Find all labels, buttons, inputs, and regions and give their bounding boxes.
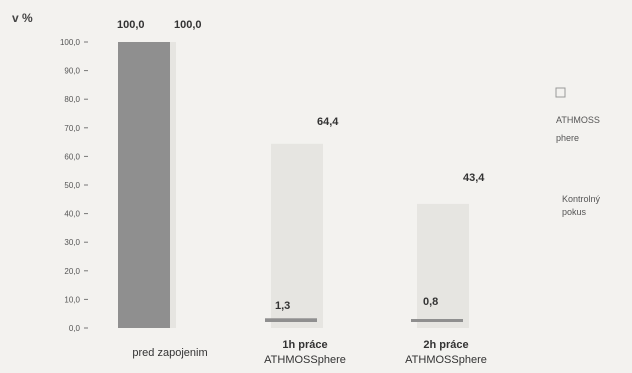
bar-athmoss-1 <box>265 318 317 322</box>
bar-kontrolný-pokus-1 <box>271 143 323 328</box>
y-tick-label: 90,0 <box>64 67 80 76</box>
value-label-athmoss-2: 0,8 <box>423 296 438 308</box>
y-tick-label: 60,0 <box>64 152 80 161</box>
y-tick-label: 0,0 <box>69 324 81 333</box>
bar-athmoss-2 <box>411 319 463 322</box>
y-tick-label: 40,0 <box>64 210 80 219</box>
y-unit-label: v % <box>12 11 33 25</box>
legend-label: pokus <box>562 207 587 217</box>
legend-swatch-athmoss <box>555 87 566 98</box>
y-tick-label: 20,0 <box>64 267 80 276</box>
value-label-control-2: 43,4 <box>463 172 485 184</box>
y-tick-label: 70,0 <box>64 124 80 133</box>
category-label-line1: 1h práce <box>282 339 327 351</box>
value-label-control-0: 100,0 <box>174 19 202 31</box>
value-label-athmoss-0: 100,0 <box>117 19 145 31</box>
y-tick-label: 80,0 <box>64 95 80 104</box>
category-labels: pred zapojenim 1h práce ATHMOSSphere 2h prá… <box>132 339 486 366</box>
legend-label: ATHMOSS <box>556 115 600 125</box>
category-label-line2: ATHMOSSphere <box>264 354 346 366</box>
y-axis: 0,0 10,0 20,0 30,0 40,0 50,0 60,0 70,0 80,0 90,0 1… <box>60 38 88 333</box>
legend-label: phere <box>556 133 579 143</box>
bars <box>118 42 469 328</box>
category-label-line2: ATHMOSSphere <box>405 354 487 366</box>
bar-athmoss-0 <box>118 42 170 328</box>
value-label-control-1: 64,4 <box>317 116 339 128</box>
value-labels: 100,0 100,0 1,3 64,4 0,8 43,4 <box>117 19 485 312</box>
y-tick-label: 10,0 <box>64 295 80 304</box>
value-label-athmoss-1: 1,3 <box>275 300 290 312</box>
y-tick-label: 100,0 <box>60 38 81 47</box>
bar-kontrolný-pokus-2 <box>417 203 469 328</box>
y-tick-label: 50,0 <box>64 181 80 190</box>
legend: ATHMOSS phere Kontrolný pokus <box>555 87 601 217</box>
category-label-line1: pred zapojenim <box>132 347 207 359</box>
y-tick-label: 30,0 <box>64 238 80 247</box>
category-label-line1: 2h práce <box>423 339 468 351</box>
legend-label: Kontrolný <box>562 194 601 204</box>
